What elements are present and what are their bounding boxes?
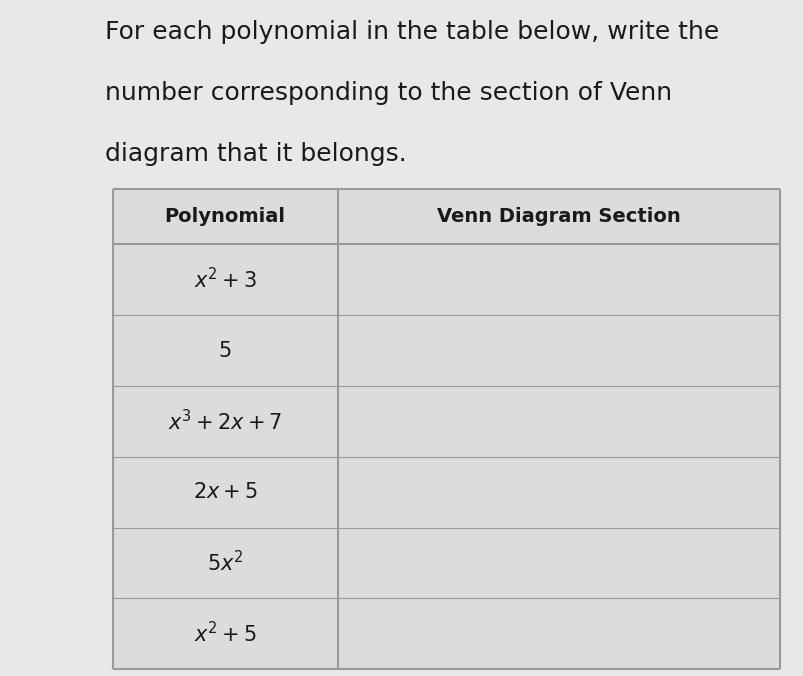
Text: $5$: $5$ — [218, 341, 231, 361]
Text: For each polynomial in the table below, write the: For each polynomial in the table below, … — [104, 20, 718, 45]
Text: diagram that it belongs.: diagram that it belongs. — [104, 142, 406, 166]
Text: number corresponding to the section of Venn: number corresponding to the section of V… — [104, 81, 671, 105]
FancyBboxPatch shape — [112, 189, 779, 669]
Text: $5x^2$: $5x^2$ — [206, 550, 243, 576]
Text: $x^2 + 5$: $x^2 + 5$ — [194, 621, 256, 646]
Text: Venn Diagram Section: Venn Diagram Section — [436, 208, 680, 226]
Text: $x^2 + 3$: $x^2 + 3$ — [194, 267, 256, 293]
Text: $2x + 5$: $2x + 5$ — [193, 482, 257, 502]
Text: Polynomial: Polynomial — [165, 208, 285, 226]
Text: $x^3 + 2x + 7$: $x^3 + 2x + 7$ — [168, 409, 282, 434]
